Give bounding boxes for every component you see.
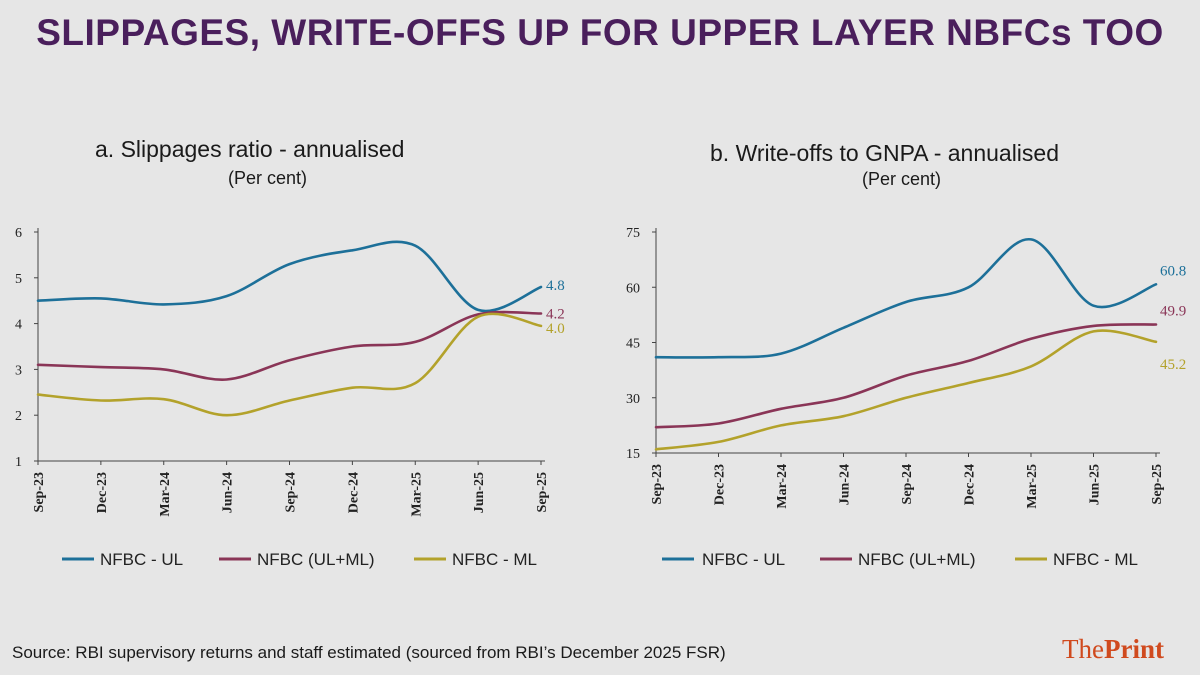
chart-b-title: b. Write-offs to GNPA - annualised [710,140,1059,166]
chart-0-y-tick-label: 3 [15,363,22,378]
logo-the: The [1062,634,1104,664]
chart-0-x-tick-label: Mar-24 [158,472,173,517]
chart-1-series-line [654,323,1158,429]
headline: SLIPPAGES, WRITE-OFFS UP FOR UPPER LAYER… [36,12,1164,53]
chart-1-x-tick-label: Sep-25 [1150,464,1165,504]
chart-0-y-tick-label: 2 [15,409,22,424]
chart-1-end-label: 60.8 [1160,263,1186,279]
chart-1-x-tick-label: Sep-24 [900,464,915,504]
theprint-logo: ThePrint [1062,634,1164,665]
chart-a-title: a. Slippages ratio - annualised [95,136,405,162]
chart-1-end-label: 45.2 [1160,357,1186,373]
chart-0-series-line [36,240,543,313]
chart-0-x-tick-label: Dec-24 [346,472,361,513]
chart-1-legend-label: NFBC - UL [702,550,785,569]
chart-1-series-line [654,238,1158,359]
chart-0-y-tick-label: 6 [15,226,22,241]
chart-0-y-tick-label: 1 [15,455,22,470]
chart-b-subtitle: (Per cent) [862,169,942,189]
chart-0-x-tick-label: Jun-24 [221,472,236,513]
chart-0-end-label: 4.2 [546,307,565,323]
chart-0-x-tick-label: Sep-25 [535,472,550,512]
chart-0-series-line [36,312,543,417]
chart-1-x-tick-label: Mar-24 [775,464,790,509]
chart-0-end-label: 4.8 [546,278,565,294]
chart-1-x-tick-label: Mar-25 [1025,464,1040,509]
chart-1-y-tick-label: 15 [626,447,640,462]
logo-print: Print [1103,634,1164,664]
source-note: Source: RBI supervisory returns and staf… [12,643,726,662]
chart-0-y-tick-label: 4 [15,318,22,333]
chart-1-y-tick-label: 75 [626,226,640,241]
chart-1-x-tick-label: Jun-24 [838,464,853,505]
chart-0-series-line [36,310,543,381]
chart-0-x-tick-label: Mar-25 [409,472,424,517]
chart-1-legend-label: NFBC - ML [1053,550,1138,569]
chart-1-legend-label: NFBC (UL+ML) [858,550,976,569]
chart-0-legend-label: NFBC - ML [452,550,537,569]
chart-0-legend-label: NFBC (UL+ML) [257,550,375,569]
chart-0-y-tick-label: 5 [15,272,22,287]
chart-0-x-tick-label: Sep-23 [32,472,47,512]
chart-1-y-tick-label: 45 [626,337,640,352]
chart-1-y-tick-label: 30 [626,392,640,407]
chart-0-x-tick-label: Jun-25 [472,472,487,513]
chart-0-x-tick-label: Sep-24 [284,472,299,512]
chart-1-x-tick-label: Dec-24 [963,464,978,505]
chart-0-x-tick-label: Dec-23 [95,472,110,513]
chart-1-x-tick-label: Sep-23 [650,464,665,504]
chart-0-legend-label: NFBC - UL [100,550,183,569]
chart-0-end-label: 4.0 [546,321,565,337]
chart-1-x-tick-label: Jun-25 [1088,464,1103,505]
chart-1-y-tick-label: 60 [626,281,640,296]
chart-1-x-tick-label: Dec-23 [713,464,728,505]
chart-a-subtitle: (Per cent) [228,168,308,188]
chart-1-series-line [654,329,1158,451]
chart-1-end-label: 49.9 [1160,303,1186,319]
